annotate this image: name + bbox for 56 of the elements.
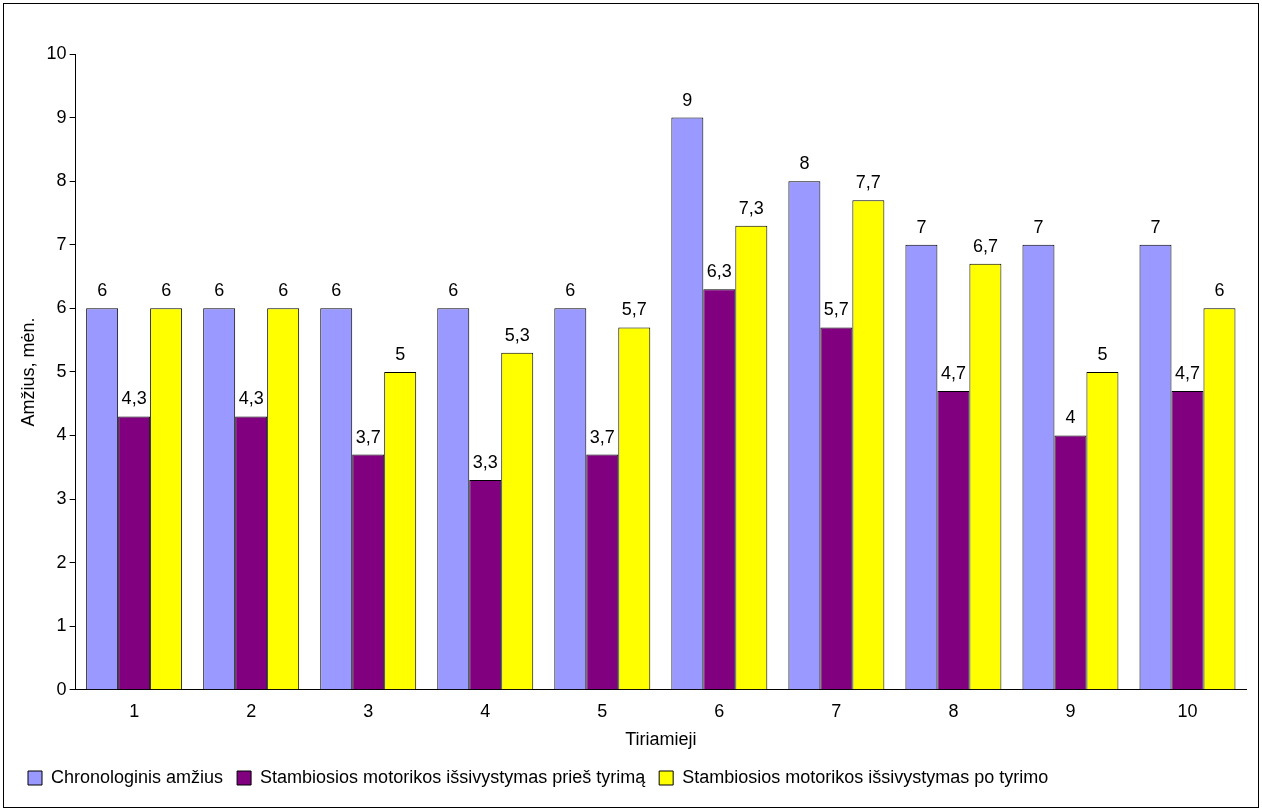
x-tick-label: 5 (597, 700, 608, 721)
data-label: 5 (1097, 343, 1108, 364)
data-label: 3,3 (472, 451, 498, 472)
data-label: 5,7 (621, 299, 647, 320)
data-label: 8 (799, 153, 810, 174)
x-tick-label: 10 (1177, 700, 1198, 721)
data-label: 4 (1065, 407, 1076, 428)
x-tick-label: 9 (1065, 700, 1076, 721)
y-tick-label: 10 (46, 42, 67, 63)
data-label: 4,7 (940, 362, 966, 383)
x-axis-title: Tiriamieji (625, 729, 697, 750)
data-label: 4,3 (238, 388, 264, 409)
data-label: 4,7 (1174, 362, 1200, 383)
y-tick-label: 5 (56, 360, 67, 381)
data-label: 7,3 (738, 197, 764, 218)
data-label: 5 (395, 343, 406, 364)
data-label: 6,7 (972, 235, 998, 256)
legend-label: Stambiosios motorikos išsivystymas po tyrimo (682, 766, 1049, 787)
y-tick-label: 3 (56, 488, 67, 509)
data-label: 3,7 (589, 426, 615, 447)
y-tick-label: 0 (56, 678, 67, 699)
y-tick-label: 4 (56, 424, 67, 445)
data-label: 5,3 (504, 324, 530, 345)
x-tick-label: 4 (480, 700, 491, 721)
y-tick-label: 2 (56, 551, 67, 572)
y-tick-label: 1 (56, 615, 67, 636)
data-label: 3,7 (355, 426, 381, 447)
data-label: 7 (1150, 216, 1161, 237)
data-label: 6 (97, 280, 108, 301)
data-label: 5,7 (823, 299, 849, 320)
data-label: 6 (161, 280, 172, 301)
data-label: 6 (278, 280, 289, 301)
x-tick-label: 7 (831, 700, 842, 721)
data-label: 7 (916, 216, 927, 237)
data-label: 6 (1214, 280, 1225, 301)
data-label: 4,3 (121, 388, 147, 409)
y-tick-label: 9 (56, 106, 67, 127)
x-tick-label: 6 (714, 700, 725, 721)
data-label: 6 (331, 280, 342, 301)
x-tick-label: 1 (129, 700, 140, 721)
data-label: 6 (565, 280, 576, 301)
data-label: 6 (214, 280, 225, 301)
data-label: 9 (682, 89, 693, 110)
data-label: 6,3 (706, 261, 732, 282)
x-tick-label: 3 (363, 700, 374, 721)
y-tick-label: 6 (56, 297, 67, 318)
y-axis-title: Amžius, mėn. (17, 317, 38, 427)
x-tick-label: 8 (948, 700, 959, 721)
legend-label: Chronologinis amžius (51, 766, 224, 787)
data-label: 6 (448, 280, 459, 301)
legend-label: Stambiosios motorikos išsivystymas prieš tyrimą (260, 766, 647, 787)
data-label: 7,7 (855, 172, 881, 193)
data-label: 7 (1033, 216, 1044, 237)
y-tick-label: 8 (56, 170, 67, 191)
x-tick-label: 2 (246, 700, 257, 721)
y-tick-label: 7 (56, 233, 67, 254)
